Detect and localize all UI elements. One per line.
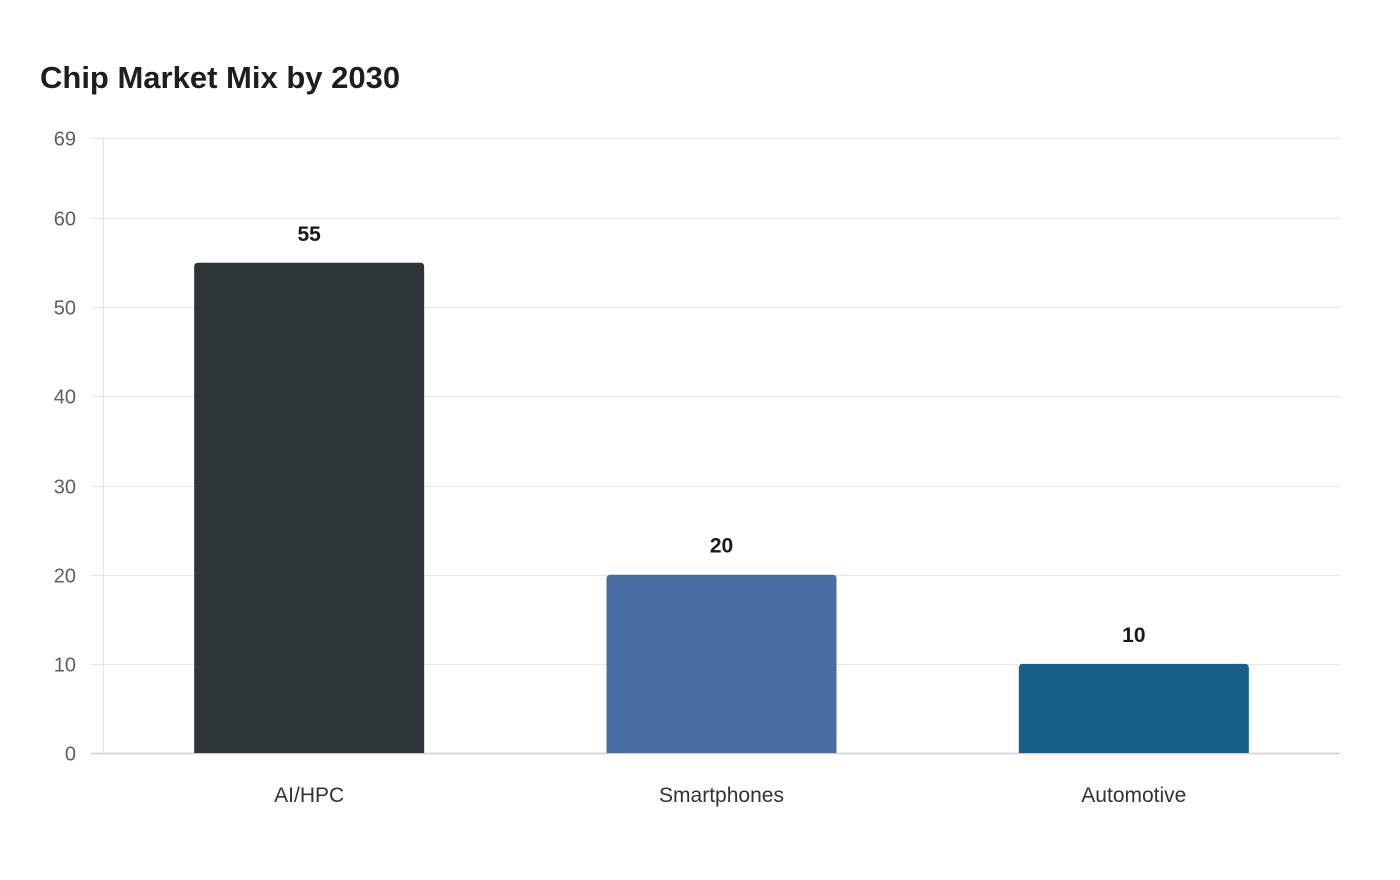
bar-automotive [1018,663,1249,753]
y-tick-label: 50 [54,298,76,320]
y-tick-label: 20 [54,566,76,588]
y-tick-label: 60 [54,209,76,231]
x-category-label: Automotive [1081,784,1186,807]
y-tick-label: 0 [65,744,76,766]
bar-value-label: 10 [1122,624,1145,647]
x-category-label: Smartphones [659,784,784,807]
bar-smartphones [606,574,837,753]
y-tick-label: 30 [54,477,76,499]
bar-value-label: 55 [297,223,321,246]
bars [194,262,1249,753]
chart-title: Chip Market Mix by 2030 [40,60,401,95]
labels: 55 AI/HPC 20 Smartphones 10 Automotive [274,223,1186,807]
bar-ai-hpc [194,262,425,753]
y-tick-label: 69 [54,129,76,151]
axes: 0 10 20 30 40 50 60 69 [54,129,104,766]
x-category-label: AI/HPC [274,784,344,807]
bar-value-label: 20 [710,535,733,558]
y-tick-label: 10 [54,655,76,677]
y-tick-label: 40 [54,387,76,409]
